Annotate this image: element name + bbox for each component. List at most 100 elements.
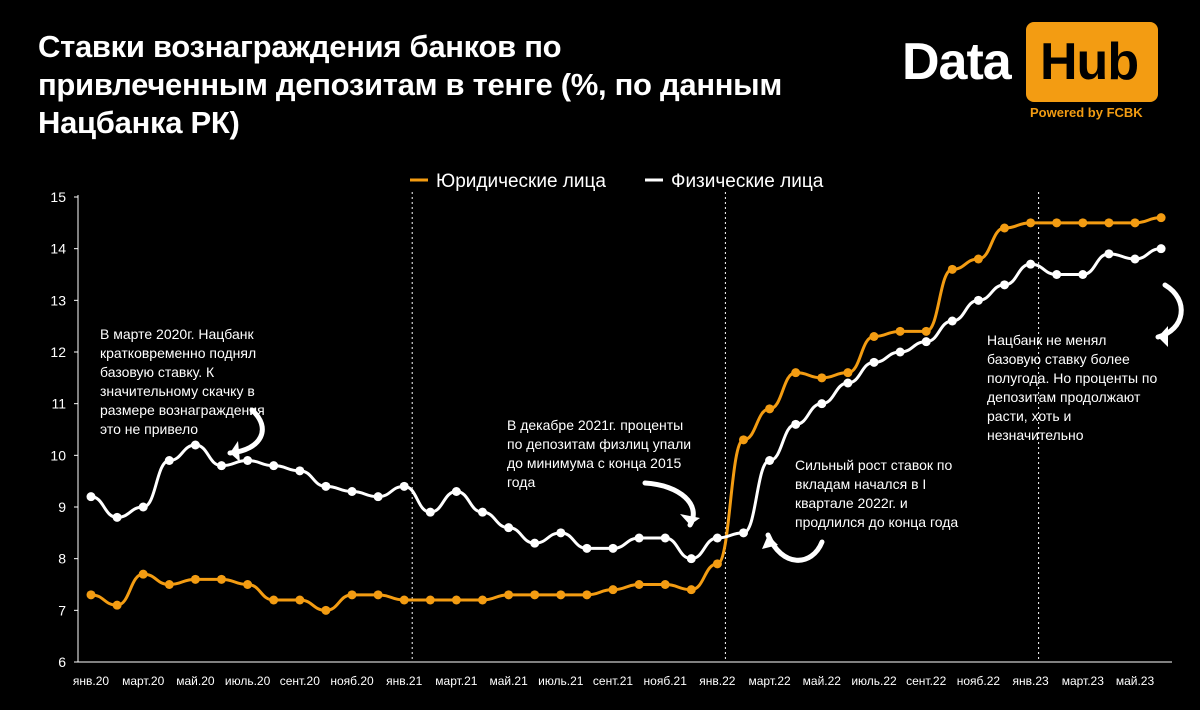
data-point <box>217 461 226 471</box>
annotation-text: по депозитам физлиц упали <box>507 436 691 452</box>
data-point <box>1156 244 1166 254</box>
logo-powered-by: Powered by FCBK <box>1030 105 1143 120</box>
arrow-head <box>680 514 700 525</box>
data-point <box>373 492 383 502</box>
data-point <box>451 595 461 605</box>
x-tick-label: янв.23 <box>1013 674 1050 688</box>
x-tick-label: сент.22 <box>906 674 946 688</box>
logo-hub-text: Hub <box>1040 33 1139 91</box>
data-point <box>373 590 383 600</box>
annotation-text: депозитам продолжают <box>987 389 1141 405</box>
data-point <box>1078 270 1088 279</box>
data-point <box>164 456 174 465</box>
data-point <box>765 456 775 465</box>
data-point <box>608 543 618 553</box>
annotation-text: базовую ставку. К <box>100 364 215 380</box>
arrow-head <box>762 535 778 549</box>
data-point <box>504 523 514 533</box>
x-tick-label: март.21 <box>435 674 478 688</box>
data-point <box>1026 218 1036 228</box>
data-point <box>321 481 331 491</box>
annotation-text: года <box>507 474 535 490</box>
data-point <box>269 461 279 471</box>
y-tick-label: 8 <box>58 551 66 567</box>
data-point <box>582 590 592 600</box>
data-point <box>608 585 618 595</box>
chart-title: Ставки вознаграждения банков по привлече… <box>38 29 782 140</box>
data-point <box>843 368 853 378</box>
x-tick-label: май.23 <box>1116 674 1155 688</box>
data-point <box>1078 218 1088 228</box>
data-point <box>425 507 435 517</box>
data-point <box>1104 249 1114 259</box>
x-tick-label: май.22 <box>803 674 842 688</box>
data-point <box>164 580 174 589</box>
annotation-arrow <box>765 532 825 563</box>
annotation-text: базовую ставку более <box>987 351 1130 367</box>
annotation-text: Сильный рост ставок по <box>795 457 952 473</box>
legend-label: Физические лица <box>671 171 824 192</box>
data-point <box>243 456 253 465</box>
data-point <box>478 595 487 605</box>
data-point <box>530 538 540 548</box>
annotation-text: вкладам начался в I <box>795 476 926 492</box>
data-point <box>817 373 827 383</box>
annotation-text: В марте 2020г. Нацбанк <box>100 326 254 342</box>
annotation-text: квартале 2022г. и <box>795 495 908 511</box>
annotation-text: полугода. Но проценты по <box>987 370 1158 386</box>
data-point <box>921 326 931 336</box>
data-point <box>530 590 540 600</box>
annotation-text: Нацбанк не менял <box>987 332 1106 348</box>
data-point <box>634 533 644 543</box>
data-point <box>660 580 670 589</box>
x-tick-label: май.20 <box>176 674 215 688</box>
data-point <box>869 332 879 341</box>
data-point <box>765 404 775 414</box>
annotation-text: В декабре 2021г. проценты <box>507 417 683 433</box>
data-point <box>686 585 696 595</box>
x-tick-label: нояб.20 <box>330 674 374 688</box>
data-point <box>86 492 96 502</box>
data-point <box>295 466 305 476</box>
data-point <box>138 569 148 579</box>
annotation-text: незначительно <box>987 427 1084 443</box>
y-tick-label: 6 <box>58 654 66 670</box>
data-point <box>295 595 305 605</box>
data-point <box>1130 254 1140 264</box>
x-tick-label: март.20 <box>122 674 165 688</box>
data-point <box>1156 213 1166 223</box>
data-point <box>973 254 983 264</box>
data-point <box>947 264 957 274</box>
arrow-head <box>1158 326 1168 347</box>
y-tick-label: 9 <box>58 499 66 515</box>
legend-label: Юридические лица <box>436 171 606 192</box>
data-point <box>686 554 696 564</box>
data-point <box>1052 270 1062 279</box>
arrow-head <box>230 441 240 462</box>
datahub-logo: Data Hub Powered by FCBK <box>902 22 1162 122</box>
data-point <box>1052 218 1062 228</box>
logo-hub-box <box>1026 22 1158 102</box>
data-point <box>712 559 722 569</box>
x-tick-label: нояб.21 <box>644 674 688 688</box>
annotation-text: до минимума с конца 2015 <box>507 455 682 471</box>
data-point <box>112 600 122 610</box>
data-point <box>791 419 801 429</box>
data-point <box>582 543 592 553</box>
x-tick-label: янв.20 <box>73 674 110 688</box>
data-point <box>86 590 96 600</box>
x-tick-label: март.23 <box>1062 674 1105 688</box>
data-point <box>425 595 435 605</box>
data-point <box>1026 259 1036 269</box>
data-point <box>504 590 514 600</box>
data-point <box>739 528 748 538</box>
data-point <box>843 378 853 388</box>
data-point <box>399 481 409 491</box>
data-point <box>634 580 644 589</box>
y-tick-label: 13 <box>50 292 66 308</box>
data-point <box>321 605 331 615</box>
data-point <box>921 337 931 347</box>
data-point <box>347 590 357 600</box>
y-tick-label: 10 <box>50 447 66 463</box>
data-point <box>243 580 253 589</box>
